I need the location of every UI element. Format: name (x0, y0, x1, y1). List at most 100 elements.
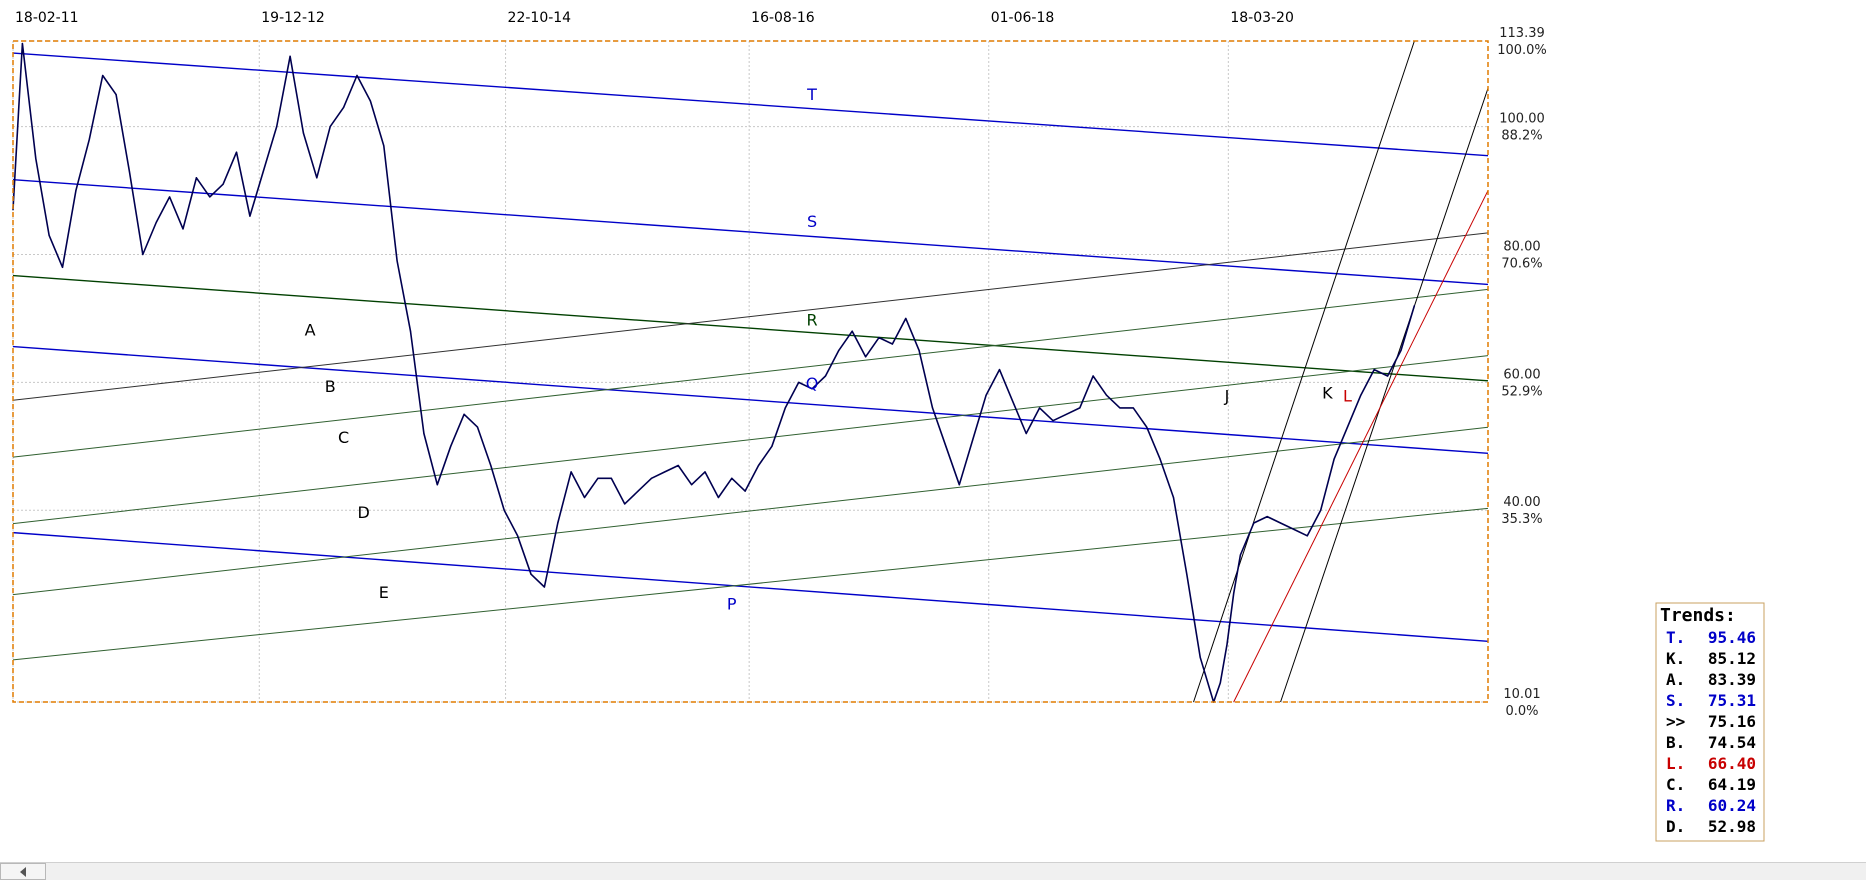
price-point (436, 484, 438, 486)
legend-key: D. (1666, 817, 1685, 836)
legend-key: L. (1666, 754, 1685, 773)
trend-line-D (12, 426, 1489, 596)
price-point (985, 394, 987, 396)
price-point (222, 183, 224, 185)
price-point (1132, 407, 1134, 409)
price-point (142, 253, 144, 256)
chevron-left-icon (20, 866, 26, 877)
trend-line-label-C: C (338, 428, 349, 447)
price-point (530, 573, 532, 575)
trend-line-label-B: B (325, 377, 336, 396)
price-point (570, 471, 572, 473)
price-point (784, 407, 786, 409)
price-point (329, 126, 331, 128)
price-point (998, 368, 1001, 371)
legend-key: B. (1666, 733, 1685, 752)
price-point (1199, 656, 1201, 658)
legend-value: 52.98 (1708, 817, 1756, 836)
legend-key: S. (1666, 691, 1685, 710)
price-point (744, 490, 746, 492)
price-point (490, 464, 492, 467)
price-point (1293, 528, 1295, 531)
price-point (878, 337, 880, 339)
legend-key: >> (1666, 712, 1685, 731)
legend-value: 74.54 (1708, 733, 1756, 752)
axis-labels: 18-02-11 19-12-12 22-10-14 16-08-16 01-06-18… (15, 10, 1547, 719)
legend-key: C. (1666, 775, 1685, 794)
price-point (1373, 368, 1375, 371)
price-point (1025, 432, 1027, 435)
price-point (931, 407, 934, 409)
y-tick-percent: 100.0% (1497, 43, 1547, 58)
price-point (824, 375, 827, 377)
price-point (1360, 394, 1362, 396)
price-line (12, 42, 1416, 703)
chart-background (0, 0, 1866, 862)
trend-line-R (12, 274, 1489, 382)
price-point (637, 490, 639, 492)
price-point (1387, 375, 1389, 377)
price-point (677, 464, 679, 467)
price-point (476, 426, 479, 428)
price-point (771, 445, 773, 447)
price-point (21, 42, 23, 45)
y-tick-percent: 35.3% (1501, 512, 1542, 527)
legend-value: 66.40 (1708, 754, 1756, 773)
price-point (1400, 349, 1402, 352)
trend-line-label-R: R (807, 310, 818, 329)
price-point (182, 228, 184, 230)
price-point (262, 170, 264, 172)
y-tick-value: 40.00 (1503, 495, 1540, 510)
price-point (731, 477, 733, 479)
trend-line-label-Q: Q (806, 374, 819, 393)
price-point (169, 196, 171, 198)
price-point (1233, 592, 1235, 594)
trend-line-label-D: D (358, 503, 370, 522)
price-point (1079, 407, 1081, 409)
y-tick-value: 60.00 (1503, 367, 1540, 382)
price-point (463, 413, 465, 415)
price-point (409, 330, 412, 332)
x-tick-label: 01-06-18 (991, 10, 1055, 26)
legend-value: 60.24 (1708, 796, 1756, 815)
price-point (209, 196, 211, 198)
trend-line-A (12, 232, 1489, 401)
legend-value: 85.12 (1708, 649, 1756, 668)
chart-svg: 18-02-11 19-12-12 22-10-14 16-08-16 01-06-18… (0, 0, 1866, 862)
price-point (115, 94, 117, 96)
trend-lines (12, 40, 1489, 703)
trend-line-E (12, 507, 1489, 661)
price-point (316, 177, 318, 179)
price-point (650, 477, 653, 479)
price-point (48, 234, 50, 236)
price-point (88, 138, 90, 141)
price-point (503, 509, 505, 511)
legend-key: R. (1666, 796, 1685, 815)
price-point (369, 100, 371, 102)
scroll-left-button[interactable] (0, 863, 46, 880)
price-point (1320, 509, 1322, 511)
x-tick-label: 18-03-20 (1230, 10, 1294, 26)
y-tick-percent: 70.6% (1501, 256, 1542, 271)
price-point (1219, 682, 1221, 684)
horizontal-scrollbar[interactable] (0, 862, 1866, 880)
legend-title: Trends: (1660, 605, 1736, 626)
price-series (12, 42, 1416, 703)
y-tick-value: 10.01 (1503, 687, 1540, 702)
price-point (1279, 522, 1282, 524)
price-point (155, 221, 157, 224)
price-point (1226, 643, 1228, 646)
trend-line-J (1193, 40, 1415, 703)
trend-line-label-P: P (727, 594, 737, 613)
y-tick-value: 80.00 (1503, 239, 1540, 254)
price-point (945, 445, 947, 447)
trend-line-L (1233, 190, 1489, 703)
price-point (704, 471, 706, 473)
price-point (35, 157, 37, 160)
price-point (423, 432, 425, 435)
price-point (302, 132, 305, 134)
legend-value: 83.39 (1708, 670, 1756, 689)
trend-line-label-T: T (806, 85, 817, 104)
price-point (75, 189, 77, 192)
